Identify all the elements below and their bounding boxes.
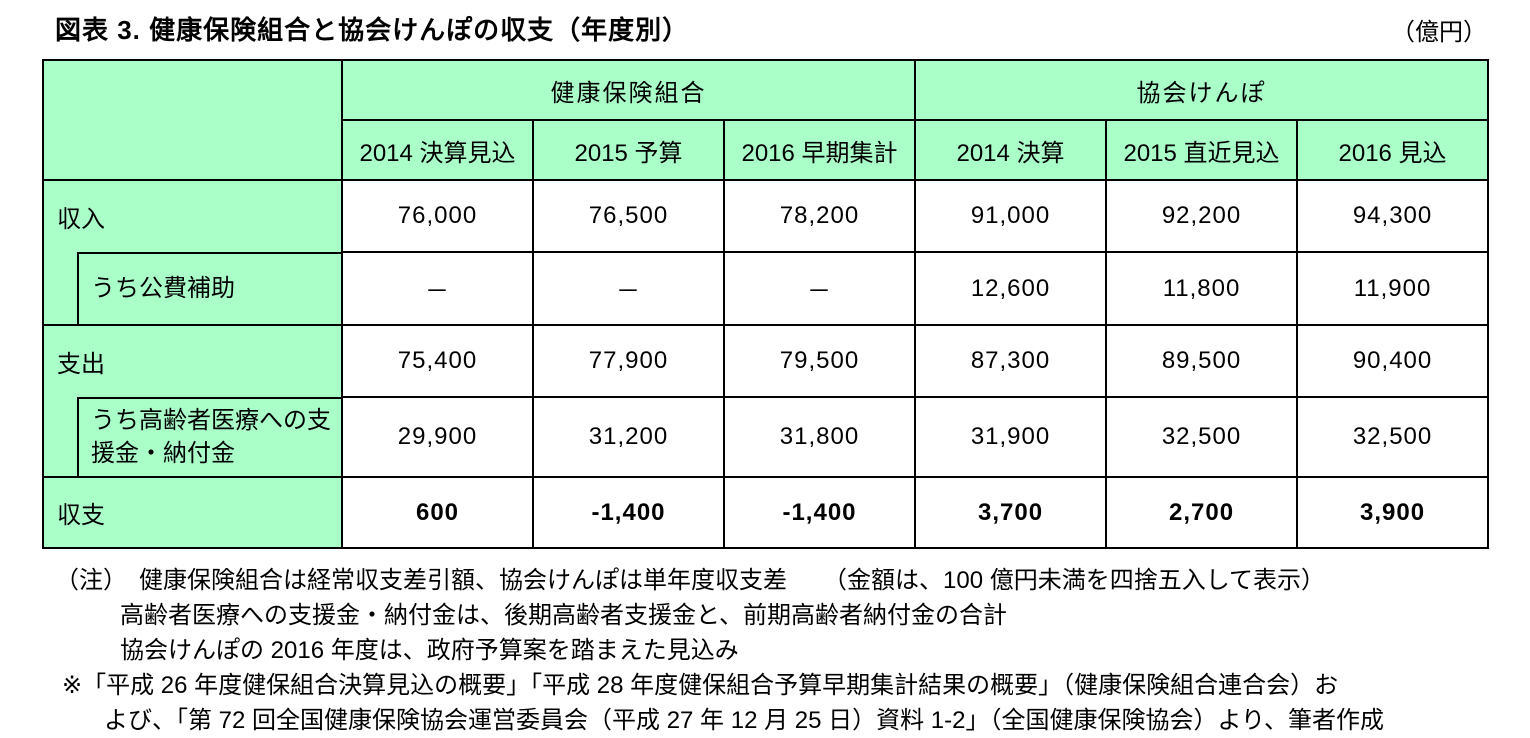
column-header-2016-mikomi: 2016 見込 xyxy=(1296,119,1490,181)
sub-label-box: うち公費補助 xyxy=(77,252,341,324)
cell-subsidy-2: － xyxy=(722,251,917,326)
column-header-2014-kessan-mikomi: 2014 決算見込 xyxy=(341,119,534,181)
cell-expense-0: 75,400 xyxy=(341,324,534,398)
note-line-2: 高齢者医療への支援金・納付金は、後期高齢者支援金と、前期高齢者納付金の合計 xyxy=(120,602,1008,629)
cell-elderly-3: 31,900 xyxy=(914,396,1108,478)
cell-balance-5: 3,900 xyxy=(1296,476,1490,549)
column-header-2016-soki-shukei: 2016 早期集計 xyxy=(722,119,917,181)
income-expense-table: 健康保険組合 協会けんぽ 2014 決算見込 2015 予算 2016 早期集計… xyxy=(42,59,1490,549)
sub-label-text: うち高齢者医療への支援金・納付金 xyxy=(91,407,331,467)
cell-income-2: 78,200 xyxy=(722,179,917,253)
unit-label: （億円） xyxy=(1391,19,1487,46)
note-line-5: よび、「第 72 回全国健康保険協会運営委員会（平成 27 年 12 月 25 … xyxy=(104,707,1385,734)
cell-income-1: 76,500 xyxy=(532,179,725,253)
sub-label-box: うち高齢者医療への支援金・納付金 xyxy=(77,397,341,476)
cell-balance-1: -1,400 xyxy=(532,476,725,549)
cell-expense-5: 90,400 xyxy=(1296,324,1490,398)
corner-cell xyxy=(42,59,343,181)
column-header-2014-kessan: 2014 決算 xyxy=(914,119,1108,181)
row-label-public-subsidy: うち公費補助 xyxy=(42,252,343,326)
cell-elderly-2: 31,800 xyxy=(722,396,917,478)
cell-subsidy-0: － xyxy=(341,251,534,326)
cell-income-3: 91,000 xyxy=(914,179,1108,253)
cell-expense-3: 87,300 xyxy=(914,324,1108,398)
cell-subsidy-1: － xyxy=(532,251,725,326)
table-row-elderly-support: うち高齢者医療への支援金・納付金 29,900 31,200 31,800 31… xyxy=(42,396,1490,478)
sub-label-text: うち公費補助 xyxy=(91,274,235,302)
figure-title: 図表 3. 健康保険組合と協会けんぽの収支（年度別） xyxy=(55,15,690,45)
cell-elderly-1: 31,200 xyxy=(532,396,725,478)
group-header-kenpo-kumiai: 健康保険組合 xyxy=(340,59,917,121)
note-line-1: （注） 健康保険組合は経常収支差引額、協会けんぽは単年度収支差 （金額は、100… xyxy=(55,567,1325,594)
table-row-expense: 支出 75,400 77,900 79,500 87,300 89,500 90… xyxy=(42,324,1490,398)
cell-subsidy-4: 11,800 xyxy=(1105,251,1299,326)
title-bar: 図表 3. 健康保険組合と協会けんぽの収支（年度別） （億円） xyxy=(42,10,1487,47)
column-header-row: 2014 決算見込 2015 予算 2016 早期集計 2014 決算 2015… xyxy=(43,119,1490,181)
cell-balance-4: 2,700 xyxy=(1105,476,1299,549)
cell-elderly-0: 29,900 xyxy=(341,396,534,478)
cell-balance-0: 600 xyxy=(341,476,534,549)
column-header-2015-yosan: 2015 予算 xyxy=(532,119,725,181)
table-row-public-subsidy: うち公費補助 － － － 12,600 11,800 11,900 xyxy=(42,251,1490,326)
cell-subsidy-3: 12,600 xyxy=(914,251,1108,326)
group-header-row: 健康保険組合 協会けんぽ xyxy=(42,59,1490,181)
cell-expense-2: 79,500 xyxy=(722,324,917,398)
cell-expense-1: 77,900 xyxy=(532,324,725,398)
cell-subsidy-5: 11,900 xyxy=(1296,251,1490,326)
note-line-4: ※「平成 26 年度健保組合決算見込の概要」「平成 28 年度健保組合予算早期集… xyxy=(62,672,1339,699)
cell-elderly-4: 32,500 xyxy=(1105,396,1299,478)
cell-expense-4: 89,500 xyxy=(1105,324,1299,398)
cell-elderly-5: 32,500 xyxy=(1296,396,1490,478)
group-header-kyokai-kenpo: 協会けんぽ xyxy=(914,59,1490,121)
cell-income-4: 92,200 xyxy=(1105,179,1299,253)
footnotes: （注） 健康保険組合は経常収支差引額、協会けんぽは単年度収支差 （金額は、100… xyxy=(42,563,1487,738)
cell-balance-2: -1,400 xyxy=(722,476,917,549)
table-row-income: 収入 76,000 76,500 78,200 91,000 92,200 94… xyxy=(42,179,1490,253)
cell-income-0: 76,000 xyxy=(341,179,534,253)
table-row-balance: 収支 600 -1,400 -1,400 3,700 2,700 3,900 xyxy=(42,476,1490,549)
cell-balance-3: 3,700 xyxy=(914,476,1108,549)
cell-income-5: 94,300 xyxy=(1296,179,1490,253)
row-label-income: 収入 xyxy=(42,179,343,252)
column-header-2015-chokkin-mikomi: 2015 直近見込 xyxy=(1105,119,1299,181)
row-label-expense: 支出 xyxy=(42,324,343,397)
row-label-elderly-support: うち高齢者医療への支援金・納付金 xyxy=(42,397,343,478)
row-label-balance: 収支 xyxy=(42,476,343,549)
note-line-3: 協会けんぽの 2016 年度は、政府予算案を踏まえた見込み xyxy=(120,637,739,664)
